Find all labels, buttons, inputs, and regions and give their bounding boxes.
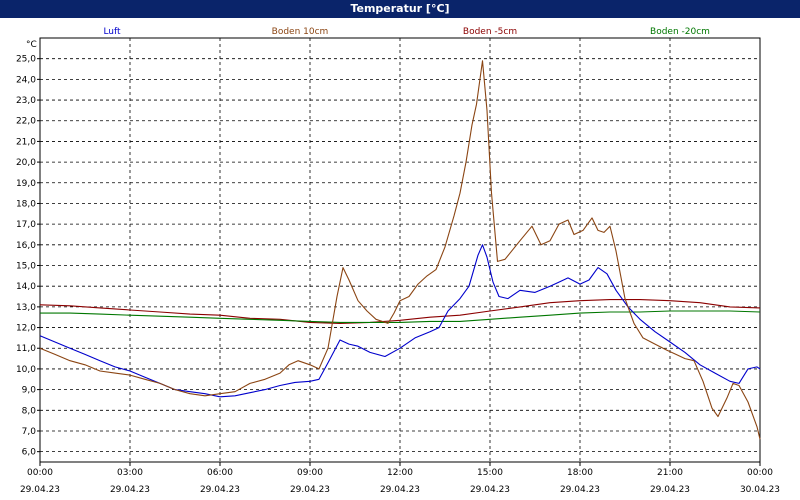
legend-item-boden-5cm: Boden -5cm [463, 27, 517, 37]
series-line-boden-5cm [39, 299, 761, 324]
series-line-boden-20cm [40, 310, 761, 323]
y-tick-label: 7,0 [22, 427, 37, 437]
y-tick-label: 11,0 [16, 344, 36, 354]
x-tick-label-date: 30.04.23 [740, 485, 780, 495]
legend-item-luft: Luft [103, 27, 121, 37]
y-tick-label: 16,0 [16, 241, 36, 251]
x-tick-label-time: 00:00 [27, 468, 53, 478]
y-tick-label: 17,0 [16, 220, 36, 230]
x-tick-label-time: 15:00 [477, 468, 503, 478]
grid [39, 37, 761, 463]
x-tick-label-date: 29.04.23 [290, 485, 330, 495]
x-tick-label-date: 29.04.23 [110, 485, 150, 495]
series-group [39, 60, 761, 440]
y-tick-label: 19,0 [16, 179, 36, 189]
legend: Luft Boden 10cm Boden -5cm Boden -20cm [103, 27, 710, 37]
x-tick-label-date: 29.04.23 [200, 485, 240, 495]
x-axis: 00:00 29.04.23 03:00 29.04.23 06:00 29.04.23 0… [20, 462, 780, 495]
x-tick-label-time: 21:00 [657, 468, 683, 478]
y-tick-label: 25,0 [16, 55, 36, 65]
legend-item-boden-10cm: Boden 10cm [272, 27, 329, 37]
x-tick-label-time: 03:00 [117, 468, 143, 478]
x-tick-label-date: 29.04.23 [650, 485, 690, 495]
y-tick-label: 24,0 [16, 75, 36, 85]
y-tick-label: 21,0 [16, 137, 36, 147]
y-tick-label: 8,0 [22, 406, 37, 416]
y-tick-label: 14,0 [16, 282, 36, 292]
x-tick-label-date: 29.04.23 [380, 485, 420, 495]
y-tick-label: 13,0 [16, 303, 36, 313]
x-tick-label-time: 06:00 [207, 468, 233, 478]
y-axis-unit: °C [26, 40, 37, 50]
legend-item-boden-20cm: Boden -20cm [650, 27, 710, 37]
y-tick-label: 22,0 [16, 117, 36, 127]
series-line-luft [39, 244, 761, 398]
x-tick-label-time: 09:00 [297, 468, 323, 478]
y-tick-label: 15,0 [16, 262, 36, 272]
x-tick-label-date: 29.04.23 [470, 485, 510, 495]
x-tick-label-date: 29.04.23 [560, 485, 600, 495]
x-tick-label-time: 00:00 [747, 468, 773, 478]
y-tick-label: 20,0 [16, 158, 36, 168]
series-line-boden-10cm [39, 60, 761, 440]
y-tick-label: 23,0 [16, 96, 36, 106]
y-tick-label: 9,0 [22, 386, 37, 396]
y-tick-label: 10,0 [16, 365, 36, 375]
chart-title: Temperatur [°C] [0, 0, 800, 18]
x-tick-label-date: 29.04.23 [20, 485, 60, 495]
x-tick-label-time: 18:00 [567, 468, 593, 478]
x-tick-label-time: 12:00 [387, 468, 413, 478]
y-axis: 6,0 7,0 8,0 9,0 10,0 11,0 12,0 13,0 14,0 15,0 16,0… [16, 40, 40, 458]
y-tick-label: 6,0 [22, 448, 37, 458]
y-tick-label: 12,0 [16, 324, 36, 334]
y-tick-label: 18,0 [16, 199, 36, 209]
